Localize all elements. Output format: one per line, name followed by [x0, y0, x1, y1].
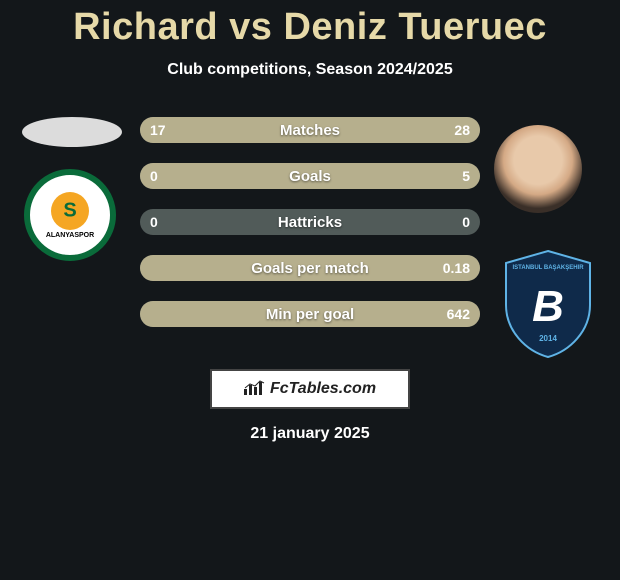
chart-icon — [244, 379, 266, 400]
club-left-badge: S ALANYASPOR — [24, 169, 116, 261]
subtitle: Club competitions, Season 2024/2025 — [167, 61, 452, 79]
club-right-letter: B — [532, 282, 564, 331]
club-right-badge: ISTANBUL BAŞAKŞEHIR B 2014 — [496, 249, 600, 359]
comparison-title: Richard vs Deniz Tueruec — [73, 6, 547, 49]
club-left-letter: S — [63, 199, 76, 222]
stat-value-right: 0 — [462, 214, 470, 230]
stat-value-right: 0.18 — [443, 260, 470, 276]
stat-row: 0.18 Goals per match — [140, 255, 480, 281]
date-text: 21 january 2025 — [250, 425, 369, 443]
club-right-year: 2014 — [539, 334, 557, 343]
stat-label: Goals per match — [251, 260, 369, 277]
stat-row: 17 28 Matches — [140, 117, 480, 143]
stat-value-right: 5 — [462, 168, 470, 184]
stat-label: Goals — [289, 168, 331, 185]
stat-value-right: 28 — [454, 122, 470, 138]
stat-bars: 17 28 Matches 0 5 Goals 0 0 Hattricks 0.18 Goals p… — [140, 117, 480, 347]
shield-icon: ISTANBUL BAŞAKŞEHIR B 2014 — [496, 249, 600, 359]
stat-row: 0 5 Goals — [140, 163, 480, 189]
sun-icon: S — [51, 192, 89, 230]
footer-brand-text: FcTables.com — [270, 380, 376, 398]
stat-value-left: 17 — [150, 122, 166, 138]
club-left-label: ALANYASPOR — [46, 232, 94, 239]
stat-label: Hattricks — [278, 214, 342, 231]
comparison-chart: S ALANYASPOR ISTANBUL BAŞAKŞEHIR B 2014 … — [0, 117, 620, 357]
stat-row: 0 0 Hattricks — [140, 209, 480, 235]
stat-label: Matches — [280, 122, 340, 139]
footer-banner: FcTables.com — [210, 369, 410, 409]
stat-value-right: 642 — [447, 306, 470, 322]
stat-value-left: 0 — [150, 214, 158, 230]
stat-label: Min per goal — [266, 306, 354, 323]
club-right-top-text: ISTANBUL BAŞAKŞEHIR — [512, 265, 584, 271]
player-right-avatar — [494, 125, 582, 213]
stat-value-left: 0 — [150, 168, 158, 184]
player-left-avatar-placeholder — [22, 117, 122, 147]
stat-row: 642 Min per goal — [140, 301, 480, 327]
